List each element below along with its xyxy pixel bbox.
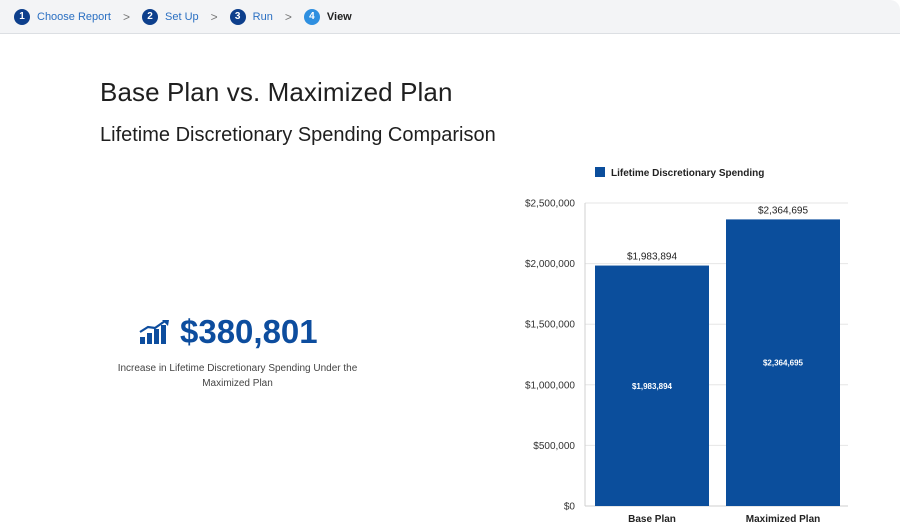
spending-bar-chart: Lifetime Discretionary Spending $0 $500,00…	[525, 167, 848, 525]
x-category-label: Base Plan	[628, 514, 676, 525]
bar-value-label: $2,364,695	[758, 205, 808, 216]
trending-up-chart-icon	[139, 320, 169, 344]
bar-inner-label: $1,983,894	[632, 382, 673, 391]
step-label: Run	[252, 10, 273, 23]
kpi-value: $380,801	[180, 313, 318, 350]
step-view[interactable]: 4 View	[303, 8, 352, 25]
bar-value-label: $1,983,894	[627, 252, 677, 263]
legend-label: Lifetime Discretionary Spending	[611, 168, 764, 179]
bar	[595, 265, 709, 506]
bar	[726, 219, 840, 506]
step-set-up[interactable]: 2 Set Up	[142, 8, 199, 25]
step-run[interactable]: 3 Run	[229, 8, 273, 25]
y-tick-label: $500,000	[533, 441, 575, 452]
chevron-right-icon: >	[123, 9, 131, 24]
report-stepper: 1 Choose Report > 2 Set Up > 3 Run > 4 V…	[0, 0, 900, 34]
y-tick-label: $1,000,000	[525, 380, 575, 391]
kpi-block: $380,801	[138, 313, 378, 351]
step-label: Choose Report	[37, 10, 111, 23]
step-label: Set Up	[165, 10, 199, 23]
chevron-right-icon: >	[210, 9, 218, 24]
y-tick-label: $2,500,000	[525, 199, 575, 210]
chevron-right-icon: >	[284, 9, 292, 24]
bar-inner-label: $2,364,695	[763, 359, 804, 368]
step-choose-report[interactable]: 1 Choose Report	[14, 8, 111, 25]
page-title: Base Plan vs. Maximized Plan	[100, 77, 453, 107]
y-tick-label: $1,500,000	[525, 320, 575, 331]
x-category-label: Maximized Plan	[746, 514, 820, 525]
legend-swatch	[595, 167, 605, 177]
kpi-caption: Increase in Lifetime Discretionary Spend…	[117, 363, 358, 389]
y-tick-label: $2,000,000	[525, 259, 575, 270]
page-subtitle: Lifetime Discretionary Spending Comparis…	[100, 124, 496, 146]
step-number: 1	[14, 8, 30, 25]
step-number: 4	[303, 8, 320, 25]
y-tick-label: $0	[564, 502, 576, 513]
step-label: View	[326, 10, 352, 23]
step-number: 3	[229, 8, 246, 25]
step-number: 2	[142, 8, 159, 25]
